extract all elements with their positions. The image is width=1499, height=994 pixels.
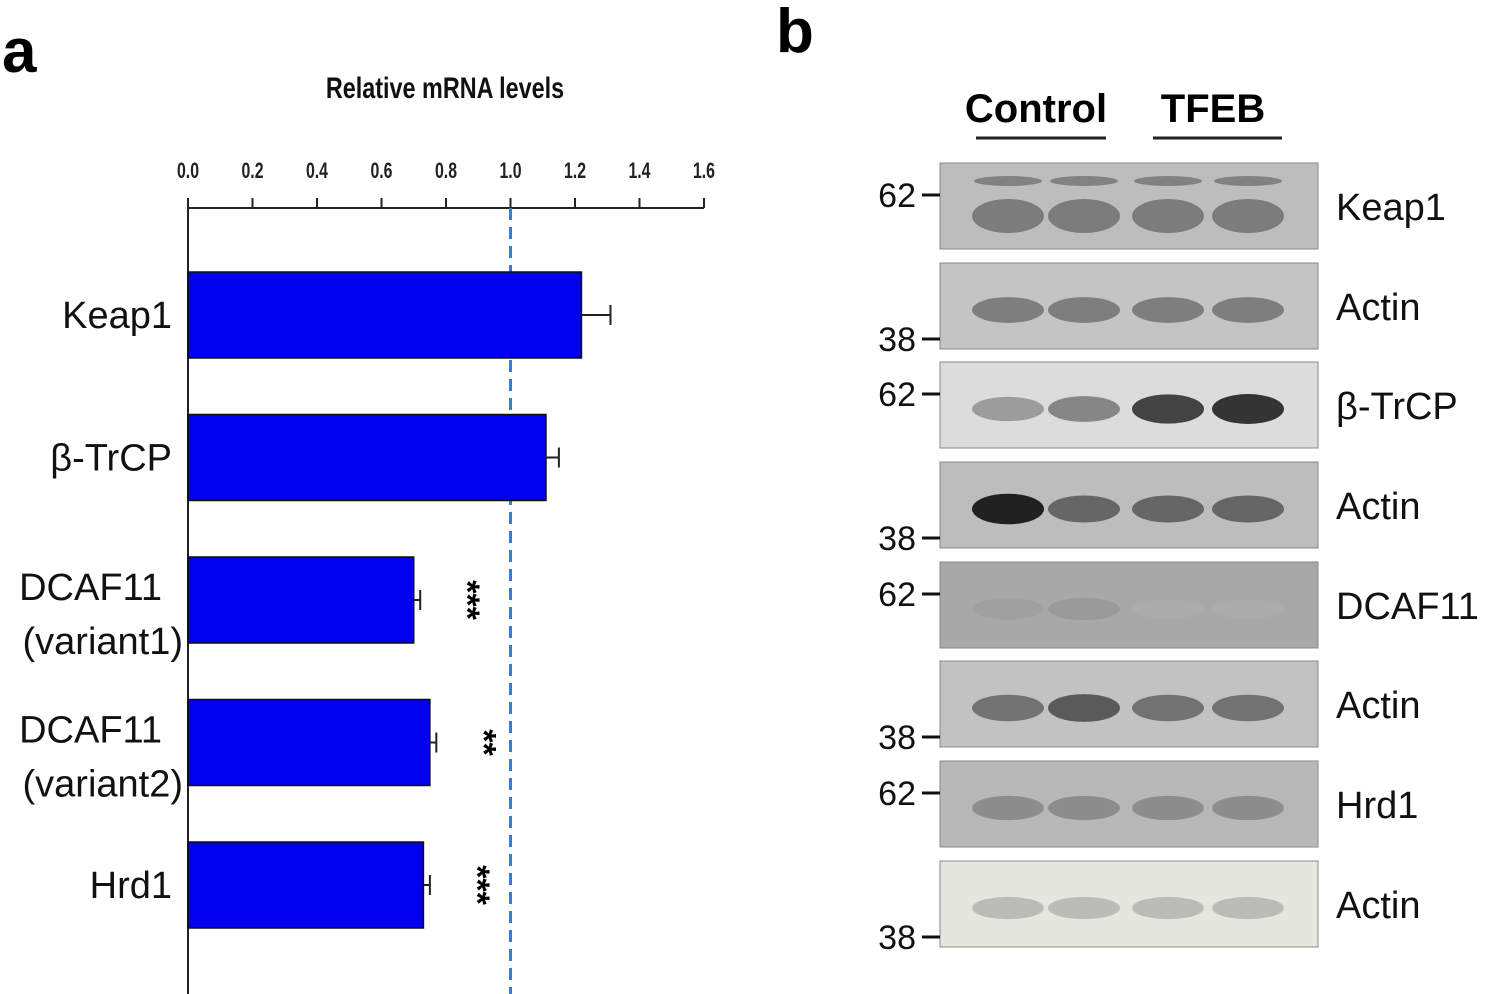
blot-band (1048, 396, 1120, 422)
bar (187, 556, 415, 644)
blot-strip-actin: 38 Actin (878, 860, 1420, 957)
blot-strip-hrd1: 62 Hrd1 (878, 760, 1418, 848)
x-axis-ticks: 0.0 0.2 0.4 0.6 0.8 1.0 1.2 1.4 1.6 (177, 160, 715, 208)
mw-marker-label: 38 (878, 919, 916, 957)
chart-title: Relative mRNA levels (326, 71, 564, 104)
blot-band (1132, 599, 1204, 619)
category-label-line: DCAF11 (19, 710, 162, 752)
significance-marker: *** (458, 865, 496, 905)
x-tick-label: 1.2 (564, 160, 586, 184)
blot-label: Actin (1336, 486, 1420, 528)
blot-strip-β-trcp: 62 β-TrCP (878, 361, 1458, 449)
blot-band (1212, 599, 1284, 619)
group-label-control: Control (965, 87, 1107, 131)
x-tick-label: 0.8 (435, 160, 457, 184)
category-label: β-TrCP (50, 438, 172, 480)
blot-band (1048, 495, 1120, 523)
blot-band (1048, 297, 1120, 323)
blot-band (1132, 297, 1204, 323)
mw-marker-label: 38 (878, 719, 916, 757)
mw-marker-label: 62 (878, 576, 916, 614)
blot-band (1212, 694, 1284, 722)
blot-strip-actin: 38 Actin (878, 262, 1420, 359)
blot-label: Actin (1336, 287, 1420, 329)
blot-band (1132, 495, 1204, 523)
x-tick-label: 1.6 (693, 160, 715, 184)
blot-band (1212, 495, 1284, 523)
blot-band (972, 896, 1044, 920)
blot-strip-actin: 38 Actin (878, 660, 1420, 757)
category-label: DCAF11 (variant2) (19, 710, 183, 806)
blot-band (1048, 694, 1120, 722)
significance-marker: *** (448, 580, 486, 620)
blot-band (1048, 199, 1120, 233)
x-tick-label: 0.2 (241, 160, 263, 184)
mw-marker-label: 38 (878, 321, 916, 359)
category-label-line: (variant2) (23, 764, 184, 806)
blot-band (1132, 394, 1204, 424)
blot-background (939, 860, 1319, 948)
category-label: DCAF11 (variant1) (19, 567, 183, 663)
category-label: Keap1 (62, 295, 172, 337)
category-label: Hrd1 (90, 865, 172, 907)
western-blot-panel: Control TFEB 62 Keap1 38 Actin 62 β-TrCP 38 Act… (878, 87, 1479, 957)
blot-band (972, 598, 1044, 620)
bar (187, 413, 547, 502)
mw-marker-label: 62 (878, 775, 916, 813)
bar-chart: Relative mRNA levels 0.0 0.2 0.4 0.6 0.8 1.0 1… (19, 71, 715, 994)
mw-marker-label: 62 (878, 177, 916, 215)
x-tick-label: 0.6 (370, 160, 392, 184)
blot-band-upper (974, 176, 1042, 186)
blot-background (939, 561, 1319, 649)
x-tick-label: 0.0 (177, 160, 199, 184)
blot-label: Actin (1336, 685, 1420, 727)
blot-label: DCAF11 (1336, 586, 1479, 628)
blot-band-upper (1050, 176, 1118, 186)
bar (187, 271, 583, 359)
blot-band (972, 493, 1044, 525)
blot-label: Actin (1336, 885, 1420, 927)
x-tick-label: 1.4 (628, 160, 650, 184)
group-label-tfeb: TFEB (1161, 87, 1265, 131)
blot-band (1212, 896, 1284, 920)
blot-band (972, 396, 1044, 422)
blot-strips: 62 Keap1 38 Actin 62 β-TrCP 38 Actin 62 DCAF11 38 A… (878, 162, 1479, 957)
category-label-line: (variant1) (23, 621, 184, 663)
bars: Keap1 β-TrCP DCAF11 (variant1) *** DCAF11 (var… (19, 271, 612, 929)
blot-band (972, 795, 1044, 821)
blot-label: β-TrCP (1336, 386, 1458, 428)
blot-band (972, 297, 1044, 323)
blot-band (1212, 297, 1284, 323)
blot-band (1048, 597, 1120, 621)
blot-strip-keap1: 62 Keap1 (878, 162, 1446, 250)
blot-band (1212, 199, 1284, 233)
significance-marker: ** (464, 729, 502, 756)
panel-b-label: b (776, 0, 814, 66)
blot-band (972, 694, 1044, 722)
category-label-line: DCAF11 (19, 567, 162, 609)
blot-band (1132, 795, 1204, 821)
blot-band (1132, 199, 1204, 233)
blot-strip-actin: 38 Actin (878, 461, 1420, 558)
blot-band-upper (1134, 176, 1202, 186)
blot-strip-dcaf11: 62 DCAF11 (878, 561, 1479, 649)
x-tick-label: 0.4 (306, 160, 328, 184)
mw-marker-label: 62 (878, 376, 916, 414)
mw-marker-label: 38 (878, 520, 916, 558)
blot-band (1132, 896, 1204, 920)
blot-band (972, 199, 1044, 233)
blot-band (1132, 694, 1204, 722)
blot-label: Hrd1 (1336, 785, 1418, 827)
blot-band (1048, 896, 1120, 920)
x-tick-label: 1.0 (499, 160, 521, 184)
bar (187, 698, 431, 787)
blot-band (1212, 394, 1284, 424)
bar (187, 841, 425, 929)
blot-band-upper (1214, 176, 1282, 186)
blot-band (1048, 795, 1120, 821)
blot-band (1212, 795, 1284, 821)
blot-label: Keap1 (1336, 187, 1446, 229)
panel-a-label: a (2, 17, 37, 86)
